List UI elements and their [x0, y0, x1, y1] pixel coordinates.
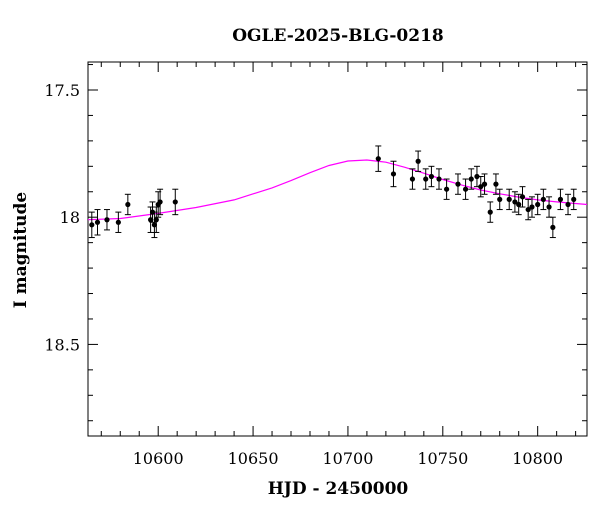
- data-point: [103, 209, 110, 231]
- data-marker: [468, 176, 474, 182]
- data-marker: [104, 217, 110, 223]
- data-marker: [557, 196, 564, 202]
- data-marker: [157, 199, 163, 205]
- data-marker: [89, 222, 95, 228]
- data-marker: [455, 181, 461, 187]
- data-point: [481, 173, 488, 195]
- x-tick-labels: 10600 10650 10700 10750 10800: [133, 449, 563, 468]
- data-marker: [115, 219, 121, 225]
- data-marker: [390, 171, 397, 177]
- x-axis-label: HJD - 2450000: [268, 479, 409, 499]
- data-marker: [462, 186, 469, 192]
- data-marker: [172, 199, 178, 205]
- data-point: [496, 188, 503, 211]
- data-point: [540, 188, 547, 211]
- x-tick-label: 10650: [228, 449, 279, 468]
- y-tick-label: 17.5: [44, 81, 80, 100]
- data-marker: [487, 209, 493, 215]
- data-point: [515, 193, 522, 216]
- data-marker: [493, 181, 499, 187]
- data-point: [462, 178, 469, 200]
- model-curve: [87, 159, 588, 221]
- data-marker: [519, 194, 526, 200]
- data-marker: [436, 176, 442, 182]
- data-point: [477, 175, 484, 198]
- x-tick-label: 10600: [133, 449, 184, 468]
- data-point: [468, 168, 475, 190]
- data-point: [473, 165, 480, 188]
- data-marker: [571, 196, 577, 202]
- data-point: [454, 173, 461, 195]
- data-points: [88, 145, 577, 239]
- data-point: [172, 188, 179, 216]
- x-tick-label: 10700: [322, 449, 373, 468]
- data-point: [528, 196, 535, 218]
- data-point: [557, 188, 564, 211]
- data-point: [443, 178, 450, 200]
- data-marker: [94, 219, 101, 225]
- data-marker: [443, 186, 450, 192]
- data-marker: [497, 196, 503, 202]
- data-marker: [409, 176, 416, 182]
- y-tick-label: 18: [60, 208, 80, 227]
- data-marker: [415, 158, 421, 164]
- data-point: [157, 188, 164, 216]
- data-point: [525, 198, 532, 221]
- data-point: [422, 168, 429, 190]
- data-marker: [474, 173, 480, 180]
- data-marker: [375, 156, 381, 162]
- x-tick-label: 10750: [417, 449, 468, 468]
- data-point: [511, 191, 518, 213]
- data-point: [570, 188, 577, 211]
- data-marker: [550, 224, 556, 230]
- data-point: [487, 201, 494, 223]
- data-point: [565, 193, 572, 216]
- data-marker: [428, 173, 435, 180]
- data-point: [428, 165, 435, 188]
- y-tick-label: 18.5: [44, 335, 80, 354]
- data-point: [506, 188, 513, 211]
- data-marker: [153, 217, 159, 223]
- data-marker: [481, 181, 488, 187]
- data-marker: [512, 199, 518, 205]
- data-marker: [516, 201, 522, 208]
- data-marker: [125, 201, 131, 208]
- data-point: [519, 186, 526, 208]
- y-tick-labels: 17.5 18 18.5: [44, 81, 80, 354]
- data-point: [88, 211, 95, 239]
- data-point: [436, 168, 443, 190]
- data-point: [546, 196, 553, 218]
- data-marker: [529, 204, 535, 210]
- data-point: [124, 193, 131, 216]
- data-point: [534, 193, 541, 216]
- data-marker: [506, 196, 512, 202]
- data-marker: [546, 204, 552, 210]
- data-point: [375, 145, 382, 172]
- data-marker: [148, 217, 154, 223]
- data-marker: [151, 222, 158, 228]
- data-marker: [478, 184, 484, 190]
- y-axis-label: I magnitude: [11, 192, 31, 309]
- data-marker: [535, 201, 541, 208]
- data-point: [390, 160, 397, 188]
- plot-frame: [87, 61, 588, 437]
- data-point: [115, 211, 122, 233]
- data-point: [549, 216, 556, 239]
- data-point: [492, 173, 499, 195]
- data-marker: [525, 206, 531, 213]
- data-marker: [565, 201, 571, 208]
- axis-ticks: [88, 62, 587, 436]
- data-point: [415, 150, 422, 172]
- x-tick-label: 10800: [512, 449, 563, 468]
- data-point: [409, 168, 416, 190]
- chart-title: OGLE-2025-BLG-0218: [232, 26, 444, 46]
- data-marker: [423, 176, 429, 182]
- data-point: [94, 209, 101, 236]
- data-marker: [540, 196, 546, 202]
